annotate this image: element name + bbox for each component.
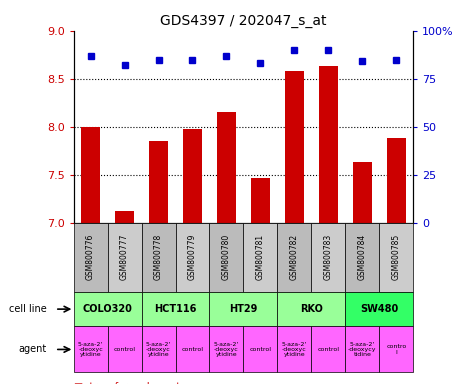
Text: COLO320: COLO320: [83, 304, 133, 314]
Bar: [387, 138, 406, 223]
Bar: [74, 292, 142, 326]
Bar: [251, 178, 270, 223]
Bar: [115, 211, 134, 223]
Bar: [379, 326, 413, 372]
Bar: [311, 223, 345, 292]
Bar: [217, 112, 236, 223]
Bar: [379, 223, 413, 292]
Text: GSM800780: GSM800780: [222, 234, 231, 280]
Bar: [81, 127, 100, 223]
Text: GSM800781: GSM800781: [256, 234, 265, 280]
Bar: [209, 223, 243, 292]
Text: 5-aza-2'
-deoxyc
ytidine: 5-aza-2' -deoxyc ytidine: [146, 341, 171, 358]
Bar: [176, 223, 209, 292]
Bar: [353, 162, 371, 223]
Text: GSM800783: GSM800783: [324, 234, 333, 280]
Text: agent: agent: [18, 344, 47, 354]
Text: cell line: cell line: [9, 304, 47, 314]
Text: control: control: [317, 347, 339, 352]
Text: GSM800782: GSM800782: [290, 234, 299, 280]
Text: ■  transformed count: ■ transformed count: [74, 382, 180, 384]
Text: GSM800777: GSM800777: [120, 234, 129, 280]
Text: control: control: [181, 347, 203, 352]
Text: 5-aza-2'
-deoxyc
ytidine: 5-aza-2' -deoxyc ytidine: [214, 341, 239, 358]
Title: GDS4397 / 202047_s_at: GDS4397 / 202047_s_at: [160, 14, 327, 28]
Bar: [149, 141, 168, 223]
Bar: [176, 326, 209, 372]
Text: 5-aza-2'
-deoxyc
ytidine: 5-aza-2' -deoxyc ytidine: [282, 341, 307, 358]
Bar: [277, 326, 311, 372]
Text: control: control: [114, 347, 135, 352]
Text: GSM800779: GSM800779: [188, 234, 197, 280]
Text: RKO: RKO: [300, 304, 323, 314]
Bar: [209, 326, 243, 372]
Bar: [285, 71, 304, 223]
Text: HCT116: HCT116: [154, 304, 197, 314]
Text: HT29: HT29: [229, 304, 257, 314]
Text: GSM800784: GSM800784: [358, 234, 367, 280]
Bar: [277, 292, 345, 326]
Bar: [243, 223, 277, 292]
Bar: [74, 326, 107, 372]
Bar: [142, 292, 209, 326]
Bar: [319, 66, 338, 223]
Bar: [345, 223, 379, 292]
Text: 5-aza-2'
-deoxycy
tidine: 5-aza-2' -deoxycy tidine: [348, 341, 377, 358]
Bar: [183, 129, 202, 223]
Bar: [209, 292, 277, 326]
Text: 5-aza-2'
-deoxyc
ytidine: 5-aza-2' -deoxyc ytidine: [78, 341, 103, 358]
Text: control: control: [249, 347, 271, 352]
Text: GSM800778: GSM800778: [154, 234, 163, 280]
Bar: [107, 223, 142, 292]
Bar: [277, 223, 311, 292]
Bar: [142, 223, 176, 292]
Text: GSM800785: GSM800785: [392, 234, 401, 280]
Bar: [243, 326, 277, 372]
Bar: [345, 292, 413, 326]
Bar: [311, 326, 345, 372]
Bar: [345, 326, 379, 372]
Bar: [74, 223, 107, 292]
Bar: [142, 326, 176, 372]
Text: GSM800776: GSM800776: [86, 234, 95, 280]
Bar: [107, 326, 142, 372]
Text: SW480: SW480: [360, 304, 399, 314]
Text: contro
l: contro l: [386, 344, 407, 355]
